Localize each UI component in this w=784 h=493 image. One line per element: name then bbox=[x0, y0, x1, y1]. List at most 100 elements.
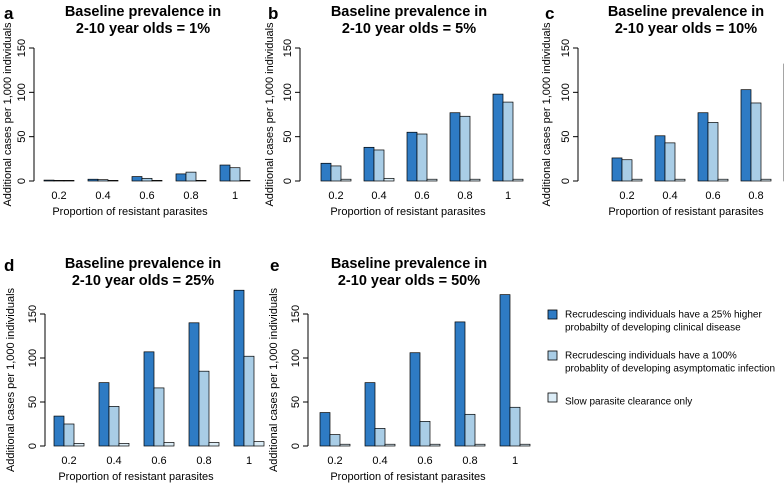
legend-text: Recrudescing individuals have a 25% high… bbox=[565, 309, 762, 320]
y-tick-label: 0 bbox=[16, 178, 28, 184]
bar-s1-0.6 bbox=[406, 131, 418, 182]
bar-s1-0.4 bbox=[98, 382, 110, 447]
bar-s1-0.8 bbox=[449, 112, 461, 182]
bar-s2-0.6 bbox=[153, 387, 165, 447]
bar-s3-0.8 bbox=[760, 178, 772, 182]
bar-s1-0.2 bbox=[611, 157, 623, 182]
y-tick-label: 50 bbox=[282, 131, 294, 143]
panel-d: d Baseline prevalence in2-10 year olds = … bbox=[4, 256, 265, 483]
x-tick-label: 0.4 bbox=[372, 455, 387, 467]
y-tick-label: 100 bbox=[560, 83, 572, 101]
bar-s2-0.6 bbox=[416, 133, 428, 182]
legend-item-s3: Slow parasite clearance only bbox=[547, 392, 692, 407]
bar-s2-0.8 bbox=[464, 413, 476, 447]
bar-s1-0.6 bbox=[409, 352, 421, 447]
bar-s2-1 bbox=[229, 167, 241, 182]
bar-s3-0.8 bbox=[208, 442, 220, 447]
bar-s3-0.2 bbox=[339, 443, 351, 447]
bar-s3-1 bbox=[253, 441, 265, 447]
panel-title-line: Baseline prevalence in bbox=[331, 256, 487, 272]
bar-s2-0.6 bbox=[419, 421, 431, 447]
bar-s2-0.4 bbox=[373, 149, 385, 182]
bar-s2-0.8 bbox=[198, 370, 210, 447]
bar-s3-0.6 bbox=[426, 178, 438, 182]
bar-s1-0.6 bbox=[131, 176, 143, 182]
bar-s2-0.6 bbox=[141, 177, 153, 182]
bar-s1-0.2 bbox=[53, 415, 65, 447]
legend-text: probabilty of developing clinical diseas… bbox=[565, 322, 741, 333]
y-axis-label: Additional cases per 1,000 individuals bbox=[268, 287, 280, 472]
bar-s2-1 bbox=[502, 101, 514, 182]
panel-label: c bbox=[545, 4, 554, 23]
panel-label: e bbox=[270, 256, 279, 275]
legend: Recrudescing individuals have a 25% high… bbox=[547, 309, 775, 407]
legend-text: probablity of developing asymptomatic in… bbox=[565, 363, 775, 374]
x-tick-label: 0.8 bbox=[748, 190, 763, 202]
bar-s1-1 bbox=[499, 294, 511, 447]
x-tick-label: 0.8 bbox=[196, 455, 211, 467]
panel-a: a Baseline prevalence in2-10 year olds = … bbox=[2, 4, 251, 218]
x-tick-label: 1 bbox=[505, 190, 511, 202]
bar-s1-1 bbox=[492, 93, 504, 182]
bar-s2-0.2 bbox=[53, 180, 65, 182]
x-axis-label: Proportion of resistant parasites bbox=[58, 471, 214, 483]
y-tick-label: 150 bbox=[560, 39, 572, 57]
panel-title-line: Baseline prevalence in bbox=[65, 256, 221, 272]
bar-s2-1 bbox=[243, 355, 255, 447]
x-tick-label: 1 bbox=[246, 455, 252, 467]
y-axis-label: Additional cases per 1,000 individuals bbox=[2, 22, 14, 207]
x-tick-label: 0.8 bbox=[462, 455, 477, 467]
x-tick-label: 0.2 bbox=[61, 455, 76, 467]
panel-title-line: Baseline prevalence in bbox=[65, 4, 221, 20]
panel-title-line: 2-10 year olds = 25% bbox=[72, 273, 214, 289]
y-tick-label: 150 bbox=[282, 39, 294, 57]
panel-label: b bbox=[268, 4, 278, 23]
bar-s2-0.8 bbox=[185, 171, 197, 182]
bar-s1-0.2 bbox=[319, 412, 331, 447]
bar-s3-0.6 bbox=[717, 178, 729, 182]
y-tick-label: 150 bbox=[27, 305, 39, 323]
y-tick-label: 100 bbox=[282, 83, 294, 101]
bar-s1-1 bbox=[233, 289, 245, 447]
panel-label: a bbox=[4, 4, 14, 23]
legend-text: Slow parasite clearance only bbox=[565, 396, 692, 407]
x-tick-label: 0.6 bbox=[705, 190, 720, 202]
bar-s1-0.8 bbox=[188, 322, 200, 447]
x-axis-label: Proportion of resistant parasites bbox=[330, 471, 486, 483]
legend-text: Recrudescing individuals have a 100% bbox=[565, 350, 737, 361]
panel-e: e Baseline prevalence in2-10 year olds = … bbox=[268, 256, 531, 483]
bar-s1-0.2 bbox=[43, 179, 55, 182]
y-tick-label: 150 bbox=[290, 305, 302, 323]
bar-s3-0.6 bbox=[163, 442, 175, 447]
bar-s3-0.4 bbox=[107, 180, 119, 182]
y-tick-label: 50 bbox=[560, 131, 572, 143]
bar-s1-0.6 bbox=[143, 351, 155, 447]
bar-s2-0.2 bbox=[330, 165, 342, 182]
panel-title-line: 2-10 year olds = 10% bbox=[615, 21, 757, 37]
bar-s1-0.8 bbox=[740, 89, 752, 182]
bar-s3-1 bbox=[239, 180, 251, 182]
y-tick-label: 100 bbox=[27, 349, 39, 367]
legend-item-s1: Recrudescing individuals have a 25% high… bbox=[547, 309, 762, 333]
y-axis-label: Additional cases per 1,000 individuals bbox=[541, 22, 553, 207]
y-axis-label: Additional cases per 1,000 individuals bbox=[5, 287, 17, 472]
legend-swatch bbox=[547, 350, 558, 361]
bar-s3-0.6 bbox=[429, 443, 441, 447]
bar-s2-0.4 bbox=[374, 428, 386, 447]
panel-title-line: 2-10 year olds = 5% bbox=[342, 21, 476, 37]
panel-label: d bbox=[4, 256, 14, 275]
x-tick-label: 1 bbox=[232, 190, 238, 202]
bar-s2-0.6 bbox=[707, 122, 719, 182]
bar-s1-0.8 bbox=[175, 173, 187, 182]
bar-s3-0.4 bbox=[118, 443, 130, 447]
x-tick-label: 0.4 bbox=[106, 455, 121, 467]
x-axis-label: Proportion of resistant parasites bbox=[52, 206, 208, 218]
x-tick-label: 0.6 bbox=[151, 455, 166, 467]
y-tick-label: 0 bbox=[27, 443, 39, 449]
bar-s3-0.8 bbox=[469, 178, 481, 182]
x-tick-label: 0.2 bbox=[328, 190, 343, 202]
bar-s3-1 bbox=[519, 443, 531, 447]
bar-s2-0.4 bbox=[108, 406, 120, 447]
y-tick-label: 100 bbox=[16, 83, 28, 101]
